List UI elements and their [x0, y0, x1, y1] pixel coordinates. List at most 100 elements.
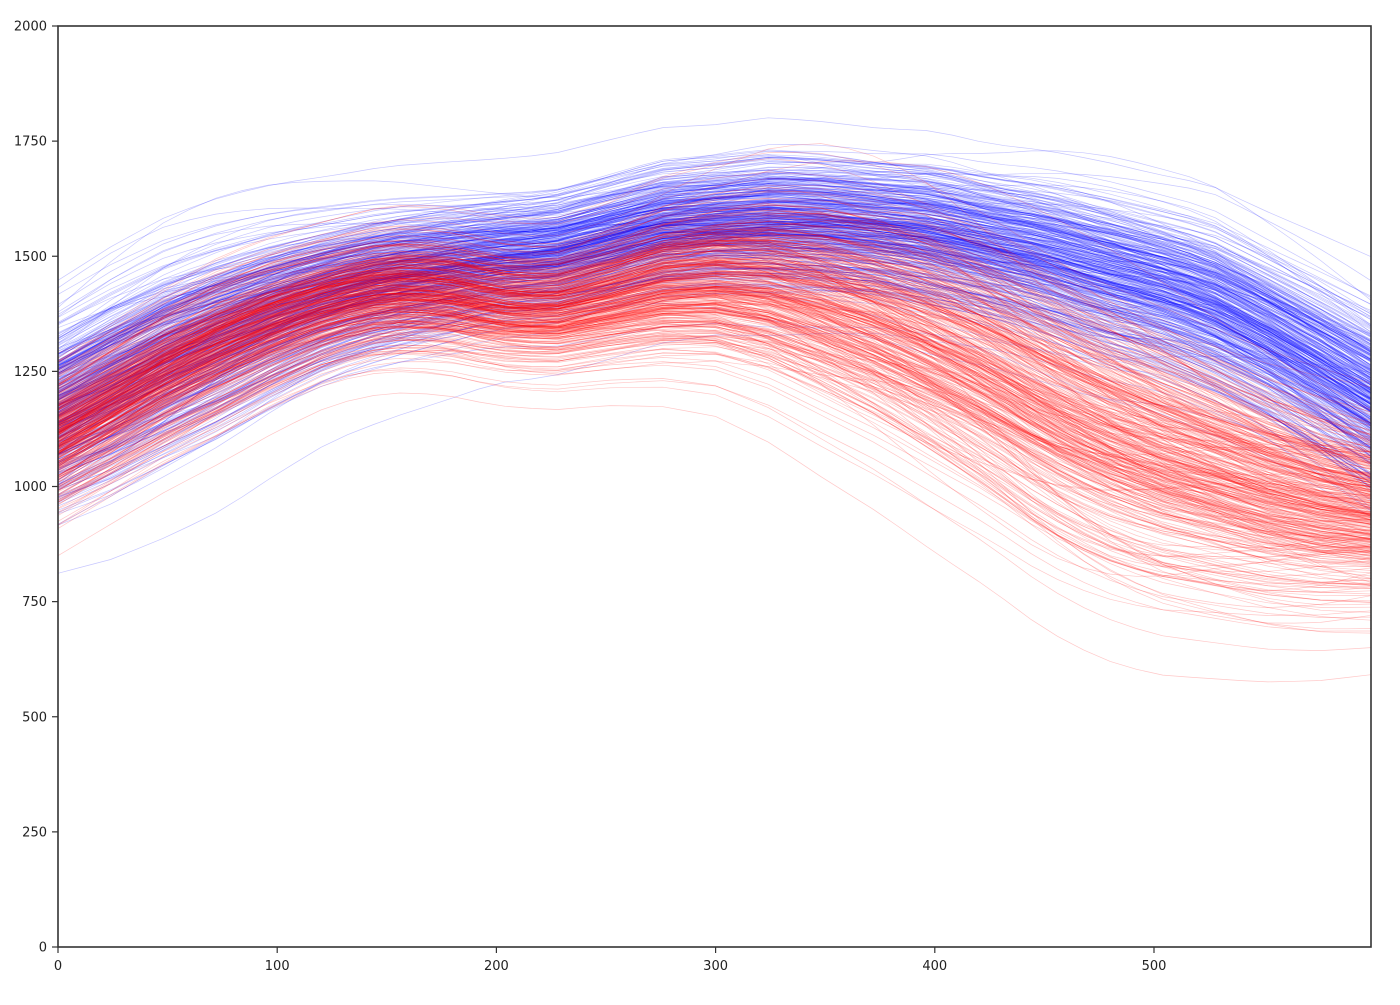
series-trace — [57, 284, 1372, 502]
series-trace — [57, 161, 1372, 416]
series-trace — [57, 320, 1372, 630]
series-trace — [57, 265, 1372, 495]
series-trace — [57, 198, 1372, 478]
series-trace — [57, 299, 1372, 521]
series-trace — [57, 238, 1372, 434]
series-trace — [57, 225, 1372, 456]
series-trace — [57, 322, 1372, 510]
series-trace — [57, 278, 1372, 506]
series-trace — [57, 247, 1372, 442]
series-trace — [57, 357, 1372, 618]
series-trace — [57, 268, 1372, 469]
series-trace — [57, 284, 1372, 490]
series-trace — [57, 167, 1372, 381]
series-trace — [57, 157, 1372, 297]
series-trace — [57, 177, 1372, 440]
series-trace — [57, 307, 1372, 543]
series-trace — [57, 250, 1372, 432]
series-trace — [57, 216, 1372, 447]
series-trace — [57, 203, 1372, 386]
series-trace — [57, 309, 1372, 535]
series-trace — [57, 326, 1372, 548]
series-trace — [57, 286, 1372, 516]
series-trace — [57, 269, 1372, 489]
series-trace — [57, 220, 1372, 413]
series-trace — [57, 221, 1372, 401]
series-trace — [57, 161, 1372, 341]
series-trace — [57, 312, 1372, 545]
series-trace — [57, 191, 1372, 383]
series-trace — [57, 293, 1372, 509]
series-trace — [57, 353, 1372, 557]
series-trace — [57, 260, 1372, 489]
series-trace — [57, 223, 1372, 447]
series-trace — [57, 293, 1372, 513]
series-trace — [57, 231, 1372, 449]
series-trace — [57, 250, 1372, 462]
series-trace — [57, 267, 1372, 484]
x-tick-label: 500 — [1142, 959, 1167, 974]
y-tick-label: 1250 — [14, 365, 47, 380]
series-trace — [57, 218, 1372, 409]
series-trace — [57, 230, 1371, 449]
series-trace — [57, 173, 1372, 361]
series-trace — [57, 212, 1372, 493]
series-trace — [57, 201, 1372, 370]
series-trace — [57, 226, 1372, 424]
series-trace — [57, 227, 1372, 407]
series-trace — [57, 200, 1372, 387]
series-trace — [57, 178, 1372, 357]
series-trace — [57, 261, 1372, 474]
series-trace — [57, 274, 1372, 424]
series-trace — [57, 180, 1372, 410]
series-trace — [57, 208, 1372, 366]
series-trace — [57, 221, 1372, 398]
series-trace — [57, 239, 1372, 486]
series-trace — [57, 251, 1372, 481]
series-trace — [57, 187, 1372, 427]
series-trace — [57, 194, 1372, 378]
series-trace — [57, 172, 1372, 376]
series-trace — [57, 314, 1372, 549]
series-trace — [57, 262, 1372, 504]
series-trace — [57, 320, 1372, 563]
series-trace — [57, 267, 1372, 478]
series-trace — [57, 319, 1372, 561]
series-trace — [57, 313, 1372, 557]
series-trace — [57, 326, 1372, 566]
series-trace — [57, 235, 1372, 531]
series-trace — [57, 242, 1372, 472]
series-trace — [57, 292, 1372, 513]
series-trace — [57, 213, 1372, 400]
series-trace — [57, 302, 1372, 485]
series-trace — [57, 239, 1372, 461]
series-trace — [57, 234, 1372, 459]
series-trace — [57, 325, 1372, 566]
plot-background — [58, 26, 1371, 947]
series-trace — [57, 183, 1372, 364]
series-trace — [57, 192, 1372, 374]
series-trace — [57, 324, 1372, 568]
series-trace — [57, 283, 1372, 498]
series-trace — [57, 207, 1372, 424]
series-trace — [57, 221, 1372, 438]
series-trace — [57, 267, 1372, 474]
series-trace — [57, 334, 1372, 583]
series-trace — [57, 272, 1372, 494]
series-trace — [57, 227, 1372, 433]
series-trace — [57, 248, 1372, 521]
series-trace — [57, 367, 1372, 651]
series-trace — [57, 177, 1372, 361]
series-trace — [57, 294, 1372, 529]
series-trace — [57, 234, 1372, 410]
series-trace — [57, 293, 1372, 523]
series-trace — [57, 234, 1372, 411]
series-trace — [57, 212, 1372, 406]
series-trace — [57, 192, 1372, 367]
series-trace — [57, 169, 1372, 352]
series-trace — [57, 248, 1372, 460]
series-trace — [57, 195, 1372, 379]
series-trace — [57, 241, 1372, 444]
series-trace — [57, 174, 1372, 391]
series-trace — [57, 229, 1372, 426]
